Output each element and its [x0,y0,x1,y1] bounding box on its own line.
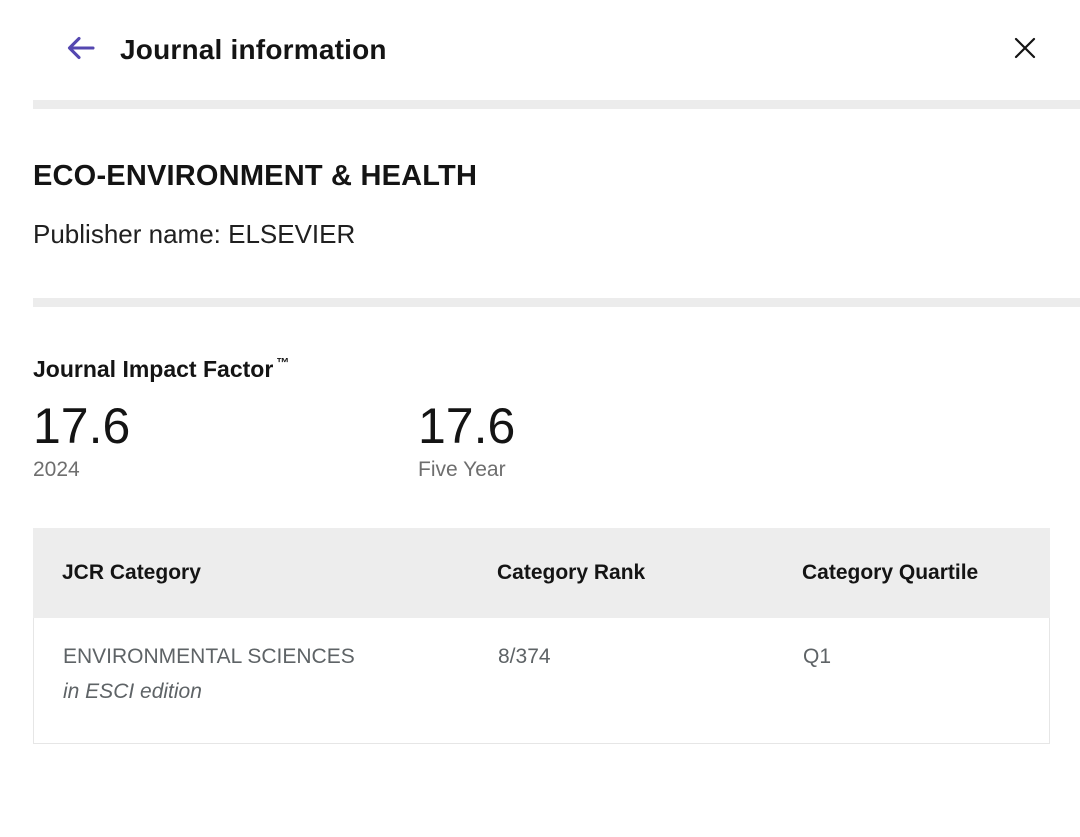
close-button[interactable] [1010,35,1040,65]
journal-identity-section: ECO-ENVIRONMENT & HEALTH Publisher name:… [0,160,1080,298]
publisher-line: Publisher name: ELSEVIER [33,219,356,249]
metric-value: 17.6 [418,398,516,454]
table-header-row: JCR Category Category Rank Category Quar… [33,528,1050,618]
divider-middle [33,298,1080,307]
table-row: ENVIRONMENTAL SCIENCES in ESCI edition 8… [33,618,1050,744]
page-title: Journal information [120,34,387,65]
journal-name: ECO-ENVIRONMENT & HEALTH [33,160,478,192]
panel-header: Journal information [0,0,1080,100]
jcr-category-table: JCR Category Category Rank Category Quar… [33,528,1050,744]
impact-factor-section: Journal Impact Factor ™ 17.6 2024 17.6 Fi… [0,355,1080,837]
cell-jcr-category: ENVIRONMENTAL SCIENCES in ESCI edition [34,644,469,705]
impact-factor-metrics: 17.6 2024 17.6 Five Year [33,400,1047,482]
back-button[interactable] [64,33,98,67]
divider-top [33,100,1080,109]
metric-current-year: 17.6 2024 [33,400,418,482]
arrow-left-icon [65,32,97,69]
cell-category-quartile: Q1 [803,645,832,668]
cell-category-rank: 8/374 [498,645,551,668]
column-header-jcr-category: JCR Category [62,561,201,584]
metric-value: 17.6 [33,398,131,454]
metric-label: Five Year [418,458,506,481]
impact-factor-heading: Journal Impact Factor ™ [33,355,1047,383]
metric-label: 2024 [33,458,80,481]
category-name: ENVIRONMENTAL SCIENCES [63,645,355,668]
source-line: Source: Journal Citation Reports 2024. L… [33,788,1047,837]
trademark-symbol: ™ [276,355,290,370]
close-icon [1012,35,1038,66]
column-header-category-quartile: Category Quartile [802,561,979,584]
metric-five-year: 17.6 Five Year [418,400,803,482]
impact-factor-heading-text: Journal Impact Factor [33,356,274,382]
category-edition: in ESCI edition [63,680,202,703]
column-header-category-rank: Category Rank [497,561,646,584]
external-link-icon[interactable] [605,816,666,837]
